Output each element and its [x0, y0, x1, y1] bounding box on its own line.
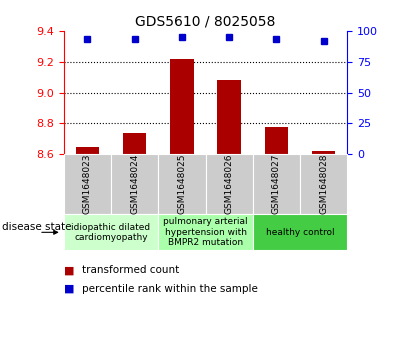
Text: GSM1648028: GSM1648028	[319, 154, 328, 215]
Text: pulmonary arterial
hypertension with
BMPR2 mutation: pulmonary arterial hypertension with BMP…	[163, 217, 248, 247]
Text: GSM1648026: GSM1648026	[225, 154, 233, 215]
Title: GDS5610 / 8025058: GDS5610 / 8025058	[135, 14, 276, 28]
Text: transformed count: transformed count	[82, 265, 180, 276]
Bar	[170, 58, 194, 154]
Bar	[76, 147, 99, 154]
Text: GSM1648025: GSM1648025	[178, 154, 186, 215]
Bar	[312, 151, 335, 154]
Text: GSM1648027: GSM1648027	[272, 154, 281, 215]
Text: disease state: disease state	[2, 222, 72, 232]
Text: GSM1648024: GSM1648024	[130, 154, 139, 215]
Text: GSM1648023: GSM1648023	[83, 154, 92, 215]
Text: ■: ■	[64, 284, 74, 294]
Bar	[123, 133, 146, 154]
Bar	[217, 80, 241, 154]
Text: idiopathic dilated
cardiomyopathy: idiopathic dilated cardiomyopathy	[72, 223, 150, 242]
Text: healthy control: healthy control	[266, 228, 334, 237]
Text: ■: ■	[64, 265, 74, 276]
Bar	[265, 127, 288, 154]
Text: percentile rank within the sample: percentile rank within the sample	[82, 284, 258, 294]
